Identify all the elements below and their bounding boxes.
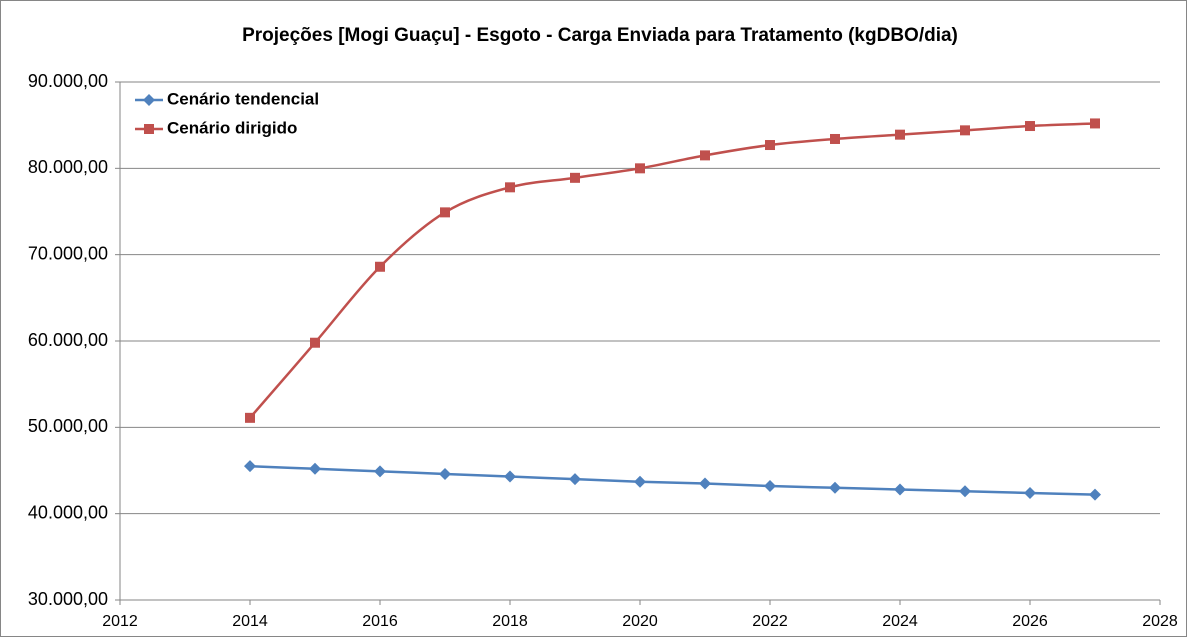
x-tick-label: 2016 <box>362 613 398 630</box>
marker <box>699 477 711 490</box>
y-tick-label: 70.000,00 <box>28 243 108 263</box>
marker <box>1090 118 1100 129</box>
marker <box>765 140 775 151</box>
x-tick-label: 2024 <box>882 613 918 630</box>
x-tick-label: 2012 <box>102 613 138 630</box>
marker <box>960 125 970 136</box>
marker <box>310 337 320 348</box>
marker <box>375 261 385 272</box>
marker <box>764 480 776 493</box>
marker <box>1089 488 1101 501</box>
marker <box>143 94 155 106</box>
marker <box>894 483 906 496</box>
chart-title: Projeções [Mogi Guaçu] - Esgoto - Carga … <box>242 25 958 46</box>
marker <box>374 465 386 478</box>
x-tick-label: 2028 <box>1142 613 1178 630</box>
x-tick-label: 2022 <box>752 613 788 630</box>
marker <box>700 150 710 161</box>
marker <box>1024 486 1036 499</box>
y-tick-label: 80.000,00 <box>28 157 108 177</box>
marker <box>505 182 515 193</box>
marker <box>829 481 841 494</box>
marker <box>1025 121 1035 132</box>
marker <box>895 129 905 140</box>
legend-label: Cenário dirigido <box>167 118 297 137</box>
x-tick-label: 2020 <box>622 613 658 630</box>
marker <box>440 207 450 218</box>
marker <box>635 163 645 174</box>
x-tick-label: 2018 <box>492 613 528 630</box>
marker <box>144 124 154 134</box>
legend-label: Cenário tendencial <box>167 89 319 108</box>
series-line <box>249 464 1096 496</box>
x-tick-label: 2014 <box>232 613 268 630</box>
y-tick-label: 40.000,00 <box>28 502 108 522</box>
y-tick-label: 90.000,00 <box>28 71 108 91</box>
marker <box>959 485 971 498</box>
marker <box>309 462 321 475</box>
y-tick-label: 30.000,00 <box>28 589 108 609</box>
marker <box>570 172 580 183</box>
marker <box>244 460 256 473</box>
marker <box>634 475 646 488</box>
marker <box>439 467 451 480</box>
y-tick-label: 50.000,00 <box>28 416 108 436</box>
marker <box>569 473 581 486</box>
y-tick-label: 60.000,00 <box>28 330 108 350</box>
x-tick-label: 2026 <box>1012 613 1048 630</box>
marker <box>830 133 840 144</box>
marker <box>504 470 516 483</box>
marker <box>245 412 255 423</box>
